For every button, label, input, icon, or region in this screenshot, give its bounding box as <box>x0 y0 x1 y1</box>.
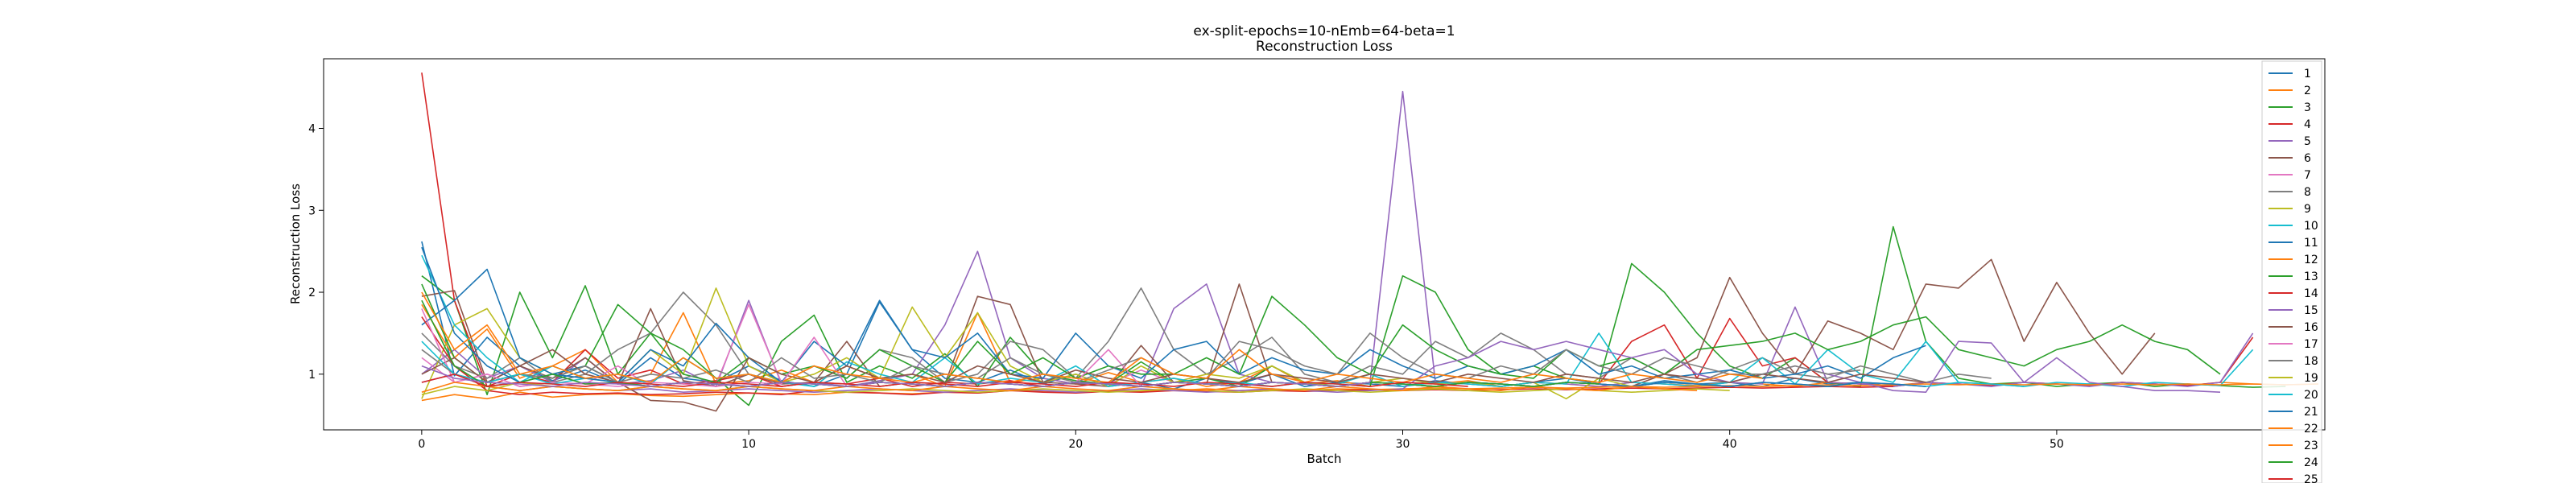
x-tick-label: 20 <box>1068 438 1083 451</box>
legend-label-22: 22 <box>2304 423 2318 436</box>
legend-label-16: 16 <box>2304 321 2318 334</box>
x-tick-label: 40 <box>1723 438 1737 451</box>
chart-subtitle: Reconstruction Loss <box>1256 39 1393 55</box>
legend-label-5: 5 <box>2304 135 2311 148</box>
chart-title: ex-split-epochs=10-nEmb=64-beta=1 <box>1193 23 1455 39</box>
legend: 1234567891011121314151617181920212223242… <box>2261 60 2322 483</box>
series-line-22 <box>421 291 1763 383</box>
legend-label-11: 11 <box>2304 237 2318 250</box>
legend-label-2: 2 <box>2304 85 2311 97</box>
series-layer <box>421 72 2318 412</box>
legend-label-23: 23 <box>2304 440 2318 452</box>
series-line-26 <box>421 365 1370 387</box>
legend-label-14: 14 <box>2304 287 2318 300</box>
legend-label-21: 21 <box>2304 406 2318 419</box>
legend-label-13: 13 <box>2304 270 2318 283</box>
x-tick-label: 50 <box>2050 438 2064 451</box>
legend-label-18: 18 <box>2304 355 2318 368</box>
series-line-14 <box>421 316 1893 396</box>
legend-label-9: 9 <box>2304 203 2311 216</box>
legend-label-15: 15 <box>2304 304 2318 317</box>
x-tick-label: 30 <box>1396 438 1410 451</box>
series-line-23 <box>421 382 1698 393</box>
y-tick-label: 1 <box>308 369 316 382</box>
y-axis-label: Reconstruction Loss <box>288 184 303 304</box>
legend-label-7: 7 <box>2304 169 2311 182</box>
x-tick-label: 10 <box>741 438 756 451</box>
y-axis: 1 2 3 4 <box>308 123 324 382</box>
legend-label-19: 19 <box>2304 372 2318 385</box>
legend-label-20: 20 <box>2304 389 2318 402</box>
legend-label-4: 4 <box>2304 118 2311 131</box>
legend-label-25: 25 <box>2304 473 2318 483</box>
legend-label-12: 12 <box>2304 254 2318 266</box>
legend-label-1: 1 <box>2304 68 2311 80</box>
legend-label-17: 17 <box>2304 338 2318 351</box>
legend-label-6: 6 <box>2304 152 2311 165</box>
x-axis: 0 10 20 30 40 50 <box>418 430 2064 451</box>
legend-box <box>2261 60 2322 483</box>
legend-label-3: 3 <box>2304 101 2311 114</box>
legend-label-10: 10 <box>2304 220 2318 233</box>
y-tick-label: 3 <box>308 204 316 217</box>
y-tick-label: 2 <box>308 287 316 299</box>
legend-label-24: 24 <box>2304 456 2318 469</box>
y-tick-label: 4 <box>308 123 316 136</box>
series-line-13 <box>421 283 2221 383</box>
x-tick-label: 0 <box>418 438 425 451</box>
plot-frame <box>323 58 2326 431</box>
x-axis-label: Batch <box>1307 452 1341 466</box>
legend-label-8: 8 <box>2304 186 2311 199</box>
